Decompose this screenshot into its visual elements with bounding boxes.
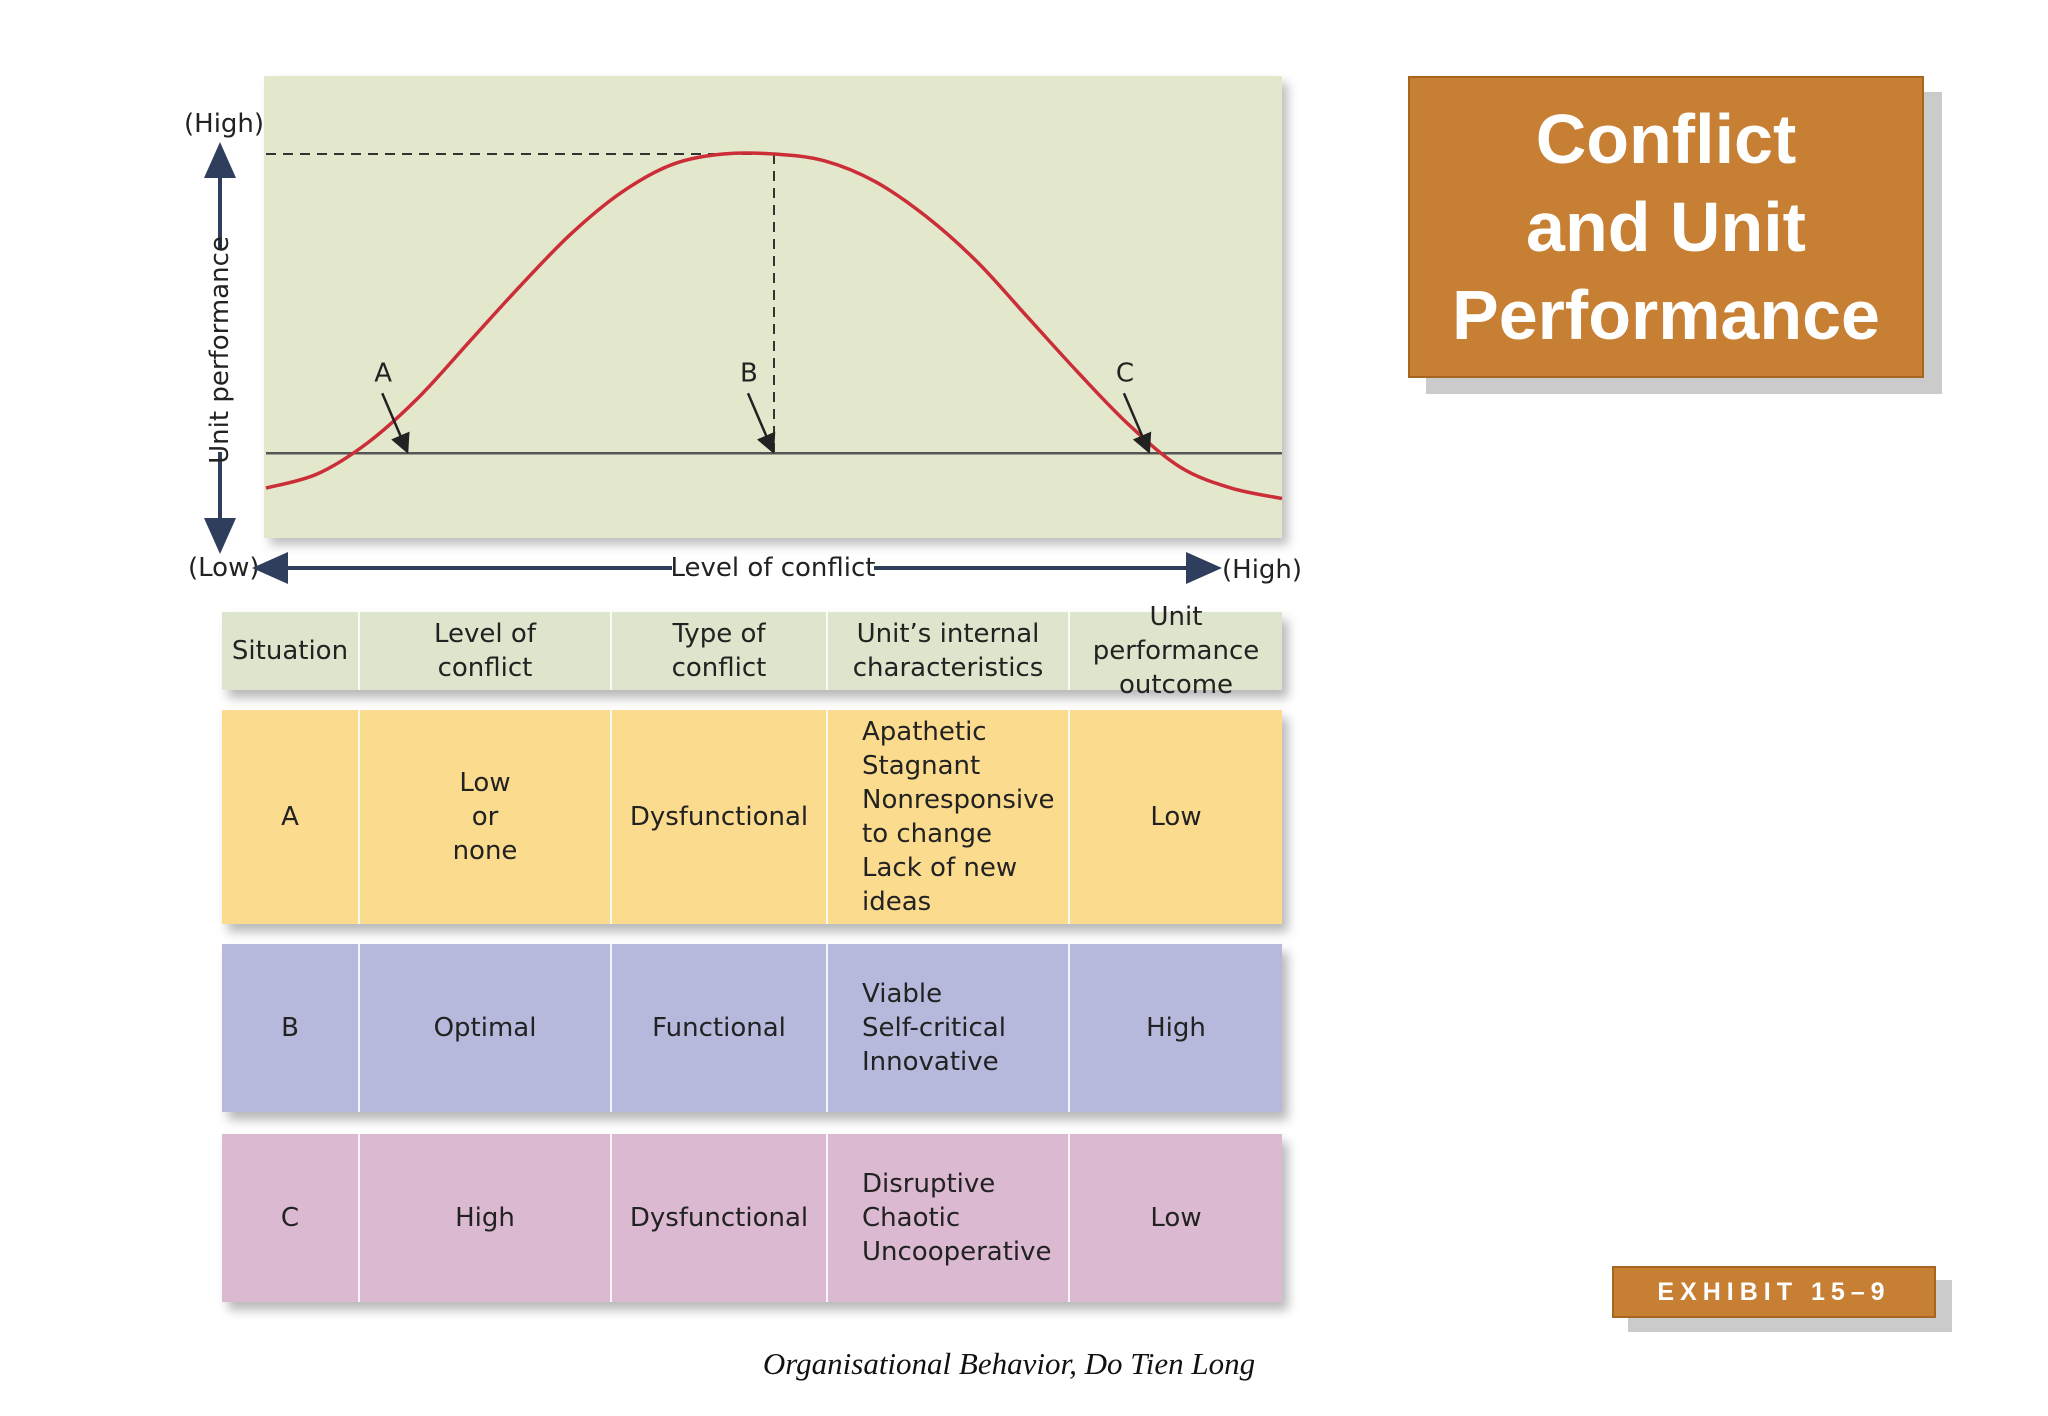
table-row-b: B Optimal Functional Viable Self-critica…	[222, 944, 1282, 1112]
point-a-arrow	[381, 392, 410, 454]
point-b-label: B	[740, 358, 758, 388]
row-b-level: Optimal	[360, 944, 612, 1112]
row-c-outcome: Low	[1150, 1203, 1202, 1233]
performance-curve	[265, 151, 1283, 501]
row-a-outcome: Low	[1150, 802, 1202, 832]
table-row-a: A Low or none Dysfunctional Apathetic St…	[222, 710, 1282, 924]
x-axis-high-label: (High)	[1222, 555, 1302, 585]
row-c-type: Dysfunctional	[612, 1134, 828, 1302]
y-axis-low-label: (Low)	[188, 553, 260, 583]
header-level-of-conflict: Level of conflict	[360, 612, 612, 690]
row-b-situation: B	[222, 944, 360, 1112]
header-internal-characteristics: Unit’s internal characteristics	[828, 612, 1070, 690]
y-axis-high-label: (High)	[184, 109, 264, 139]
header-situation: Situation	[222, 612, 360, 690]
y-axis-title: Unit performance	[205, 236, 235, 464]
title-box: Conflict and Unit Performance	[1408, 76, 1924, 378]
row-b-characteristics: Viable Self-critical Innovative	[828, 944, 1070, 1112]
slide-title: Conflict and Unit Performance	[1452, 100, 1880, 354]
table-header-row: Situation Level of conflict Type of conf…	[222, 602, 1282, 700]
row-b-outcome: High	[1146, 1013, 1206, 1043]
point-b-arrow	[746, 392, 776, 454]
row-b-type: Functional	[612, 944, 828, 1112]
row-c-situation: C	[222, 1134, 360, 1302]
header-type-of-conflict: Type of conflict	[612, 612, 828, 690]
exhibit-label: EXHIBIT 15–9	[1657, 1277, 1891, 1306]
point-c-arrow	[1122, 392, 1152, 454]
row-a-characteristics: Apathetic Stagnant Nonresponsive to chan…	[828, 710, 1070, 924]
row-a-type: Dysfunctional	[612, 710, 828, 924]
row-c-characteristics: Disruptive Chaotic Uncooperative	[828, 1134, 1070, 1302]
table-row-c: C High Dysfunctional Disruptive Chaotic …	[222, 1134, 1282, 1302]
row-a-level: Low or none	[360, 710, 612, 924]
row-c-level: High	[360, 1134, 612, 1302]
point-c-label: C	[1116, 358, 1134, 388]
point-a-label: A	[374, 358, 392, 388]
x-axis-title: Level of conflict	[671, 553, 876, 583]
conflict-performance-chart: (High) (Low) Unit performance Level of c…	[184, 76, 1302, 585]
header-performance-outcome: Unit performance outcome	[1092, 602, 1260, 700]
footer-credit: Organisational Behavior, Do Tien Long	[762, 1346, 1256, 1381]
row-a-situation: A	[222, 710, 360, 924]
exhibit-badge: EXHIBIT 15–9	[1612, 1266, 1936, 1318]
